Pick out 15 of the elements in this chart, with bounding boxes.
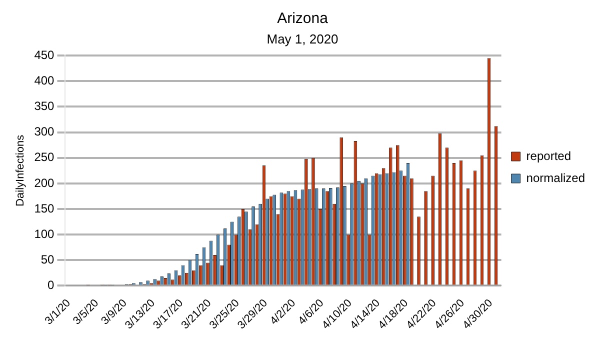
y-tick-label: 300	[34, 124, 55, 139]
y-tick-label: 350	[34, 99, 55, 114]
y-tick-label: 200	[34, 176, 55, 190]
y-tick-label: 450	[34, 48, 55, 62]
y-axis-title: DailyInfections	[14, 134, 27, 206]
y-tick-label: 400	[34, 73, 55, 88]
y-tick-label: 250	[34, 150, 55, 164]
y-tick-label: 0	[48, 278, 55, 292]
chart-title: Arizona	[277, 10, 329, 28]
chart-subtitle: May 1, 2020	[266, 31, 338, 46]
legend-label: reported	[526, 148, 572, 163]
y-tick-label: 100	[34, 226, 55, 241]
y-tick-label: 50	[40, 252, 55, 266]
legend-label: normalized	[526, 170, 586, 185]
y-tick-label: 150	[34, 201, 55, 216]
